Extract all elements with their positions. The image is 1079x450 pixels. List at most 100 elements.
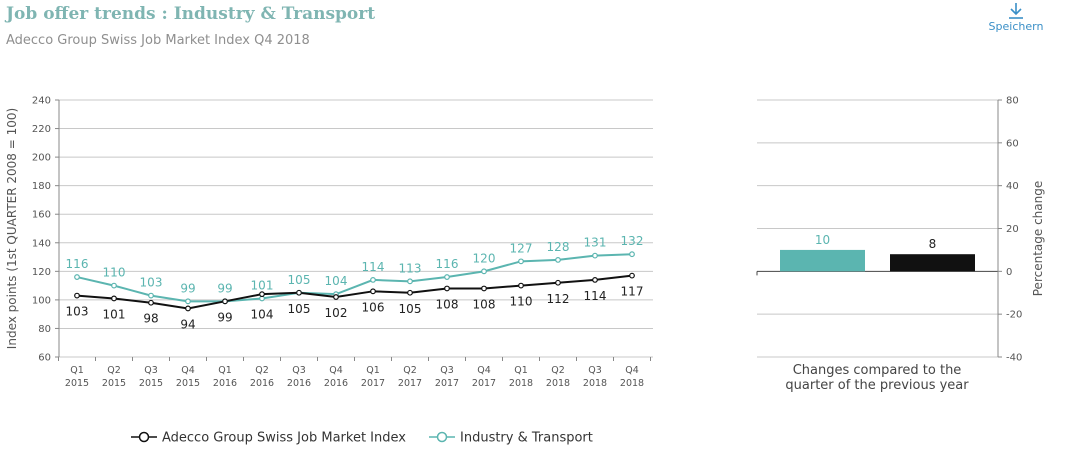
data-point [555,257,561,263]
y-tick-label: 120 [32,267,51,278]
data-label: 8 [929,237,937,251]
y-tick-label: 60 [1006,138,1019,149]
data-label: 117 [621,285,644,299]
y-tick-label: 80 [38,324,51,335]
series-line [76,274,633,310]
series-line [76,253,633,303]
x-tick-label-quarter: Q2 [107,365,121,376]
y-tick-label: 60 [38,353,51,364]
data-label: 105 [288,302,311,316]
data-point [74,292,80,299]
data-point [148,299,154,306]
data-point [518,258,524,265]
data-label: 103 [140,276,163,290]
x-tick-label-quarter: Q2 [403,365,417,376]
x-tick-label-year: 2016 [250,378,274,389]
data-label: 101 [103,307,126,321]
data-point [259,291,265,298]
data-point [222,298,228,305]
y-tick-label: 240 [32,96,51,107]
y-tick-label: 20 [1006,224,1019,235]
bar [890,254,975,272]
x-tick-label-year: 2017 [472,378,496,389]
data-label: 108 [436,297,459,311]
data-point [407,289,413,296]
data-label: 127 [510,241,533,255]
x-tick-label-quarter: Q2 [255,365,269,376]
y-tick-label: 80 [1006,96,1019,107]
data-point [555,279,561,286]
data-label: 116 [66,257,89,271]
x-tick-label-year: 2017 [398,378,422,389]
y-tick-label: 140 [32,238,51,249]
data-point [111,282,117,289]
y-tick-label: 0 [1006,267,1012,278]
data-point [333,294,339,300]
data-label: 94 [180,317,195,331]
data-label: 110 [103,266,126,280]
y-tick-label: 220 [32,124,51,135]
data-label: 132 [621,234,644,248]
x-tick-label-year: 2016 [213,378,237,389]
data-label: 114 [584,289,607,303]
x-tick-label-year: 2016 [287,378,311,389]
x-tick-label-quarter: Q1 [366,365,380,376]
data-point [74,274,80,280]
page-subtitle: Adecco Group Swiss Job Market Index Q4 2… [6,33,310,48]
data-label: 131 [584,236,607,250]
x-axis-title: quarter of the previous year [785,378,969,393]
x-tick-label-year: 2015 [176,378,200,389]
x-tick-label-quarter: Q1 [70,365,84,376]
data-point [481,285,487,292]
bar [780,249,865,272]
save-button[interactable]: Speichern [984,0,1048,40]
legend-swatch-marker [436,431,448,443]
y-tick-label: 40 [1006,181,1019,192]
data-label: 113 [399,261,422,275]
data-point [518,282,524,289]
data-label: 104 [251,307,274,321]
x-tick-label-year: 2015 [102,378,126,389]
data-label: 98 [143,312,158,326]
data-point [629,272,635,279]
data-label: 108 [473,297,496,311]
x-tick-label-year: 2018 [583,378,607,389]
y-tick-label: -20 [1006,310,1022,321]
x-tick-label-quarter: Q4 [625,365,639,376]
save-label: Speichern [988,20,1044,33]
x-tick-label-quarter: Q4 [181,365,195,376]
data-point [592,277,598,283]
y-tick-label: 100 [32,295,51,306]
page-title: Job offer trends : Industry & Transport [6,4,376,24]
data-label: 105 [399,302,422,316]
data-label: 101 [251,278,274,292]
data-label: 99 [180,281,195,295]
x-tick-label-quarter: Q1 [218,365,232,376]
x-tick-label-quarter: Q4 [477,365,491,376]
data-point [370,288,376,295]
y-tick-label: 180 [32,181,51,192]
data-label: 105 [288,273,311,287]
x-tick-label-quarter: Q3 [588,365,602,376]
data-label: 128 [547,240,570,254]
y-tick-label: 200 [32,153,51,164]
y-tick-label: 160 [32,210,51,221]
data-label: 99 [217,281,232,295]
data-point [185,305,191,312]
data-label: 120 [473,251,496,265]
data-label: 114 [362,260,385,274]
download-icon [1009,3,1023,19]
x-tick-label-year: 2016 [324,378,348,389]
legend-label: Adecco Group Swiss Job Market Index [162,431,406,446]
data-label: 102 [325,306,348,320]
data-point [444,274,450,280]
x-tick-label-quarter: Q1 [514,365,528,376]
x-tick-label-quarter: Q3 [440,365,454,376]
data-point [592,252,598,259]
x-tick-label-quarter: Q3 [292,365,306,376]
data-label: 106 [362,300,385,314]
data-point [407,278,413,285]
data-point [481,268,487,275]
x-tick-label-year: 2018 [620,378,644,389]
